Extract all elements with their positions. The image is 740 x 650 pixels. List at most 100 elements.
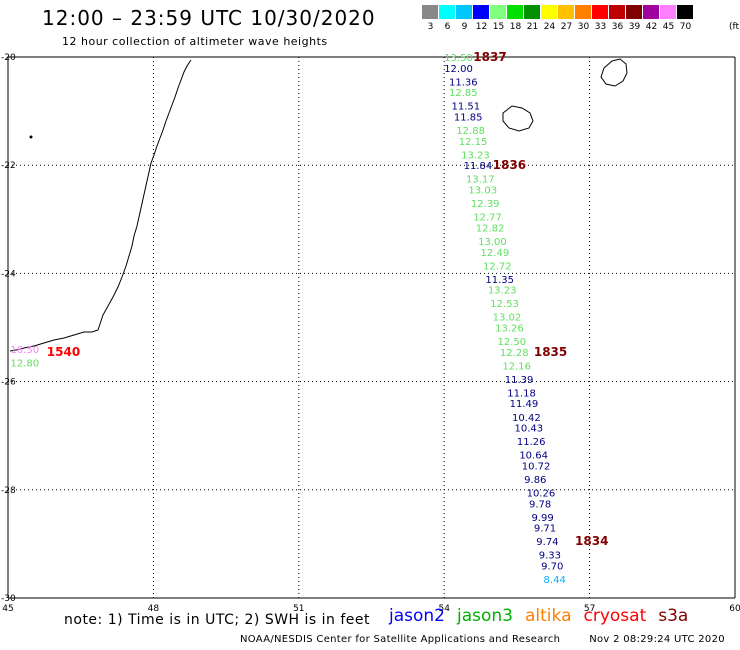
islet-marker [29,135,33,139]
map-title: 12:00 – 23:59 UTC 10/30/2020 [42,6,376,30]
color-scale-unit: (ft) [729,22,740,32]
scale-swatch [626,5,643,19]
time-tags: 1837 1836 1835 1834 1540 [47,50,609,548]
swh-value-label: 9.33 [539,551,561,562]
scale-swatch [558,5,575,19]
swh-value-label: 9.70 [541,562,563,573]
scale-cell: 3 [422,5,439,32]
swh-value-label: 10.64 [519,451,548,462]
lat-tick-label: -24 [1,269,16,279]
swh-value-label: 8.44 [544,575,566,586]
scale-value-label: 15 [492,22,505,32]
scale-cell: 6 [439,5,456,32]
madagascar-coastline [9,59,192,352]
pass-time-tag: 1540 [47,345,80,359]
scale-cell: 12 [473,5,490,32]
swh-value-label: 9.99 [531,513,553,524]
scale-cell: 33 [592,5,609,32]
scale-swatch [592,5,609,19]
lat-lon-grid [7,56,736,599]
lon-tick-label: 45 [2,604,13,614]
swh-value-label: 13.23 [461,150,490,161]
scale-value-label: 24 [543,22,556,32]
swh-value-label: 12.77 [473,213,502,224]
swh-value-label: 12.28 [500,348,529,359]
lat-tick-label: -20 [1,53,16,63]
swh-value-label: 12.50 [498,337,527,348]
scale-cell: 36 [609,5,626,32]
lon-tick-label: 60 [729,604,740,614]
swh-value-label: 16.50 [10,345,39,356]
swh-value-label: 11.85 [454,113,483,124]
coastlines [9,58,628,352]
scale-cell: 18 [507,5,524,32]
swh-value-label: 11.35 [485,275,514,286]
swh-value-label: 13.17 [466,175,495,186]
note-text: note: 1) Time is in UTC; 2) SWH is in fe… [64,612,371,628]
swh-value-label: 13.00 [478,237,507,248]
scale-swatch [609,5,626,19]
pass-time-tag: 1837 [473,50,506,64]
scale-swatch [660,5,677,19]
swh-value-label: 12.49 [481,248,510,259]
swh-value-label: 12.82 [476,223,505,234]
swh-value-label: 12.85 [449,88,478,99]
pass-time-tag: 1834 [575,534,608,548]
swh-value-label: 12.72 [483,261,512,272]
lon-tick-label: 57 [584,604,595,614]
scale-value-label: 70 [679,22,692,32]
scale-value-label: 33 [594,22,607,32]
scale-value-label: 42 [645,22,658,32]
scale-value-label: 30 [577,22,590,32]
scale-value-label: 18 [509,22,522,32]
scale-swatch [473,5,490,19]
pass-time-tag: 1836 [493,158,526,172]
scale-swatch [439,5,456,19]
legend-jason2: jason2 [389,606,445,626]
scale-value-label: 3 [427,22,434,32]
scale-cell: 27 [558,5,575,32]
lat-tick-label: -22 [1,161,16,171]
swh-value-label: 12.00 [444,64,473,75]
swh-value-label: 9.78 [529,499,551,510]
swh-value-label: 11.18 [507,388,536,399]
legend-jason3: jason3 [457,606,513,626]
scale-swatch [524,5,541,19]
pass-time-tag: 1835 [534,345,567,359]
scale-cell: 45 [660,5,677,32]
scale-swatch [422,5,439,19]
scale-value-label: 27 [560,22,573,32]
scale-swatch [643,5,660,19]
legend-s3a: s3a [658,606,689,626]
swh-value-label: 13.50 [444,53,473,64]
lon-tick-label: 48 [148,604,160,614]
swh-value-label: 11.49 [510,399,539,410]
credit-line: NOAA/NESDIS Center for Satellite Applica… [240,634,725,645]
lon-tick-label: 51 [293,604,304,614]
legend-cryosat: cryosat [583,606,647,626]
scale-value-label: 45 [662,22,675,32]
scale-cell: 21 [524,5,541,32]
swh-value-label: 11.84 [464,161,493,172]
credit-text: NOAA/NESDIS Center for Satellite Applica… [240,634,561,645]
scale-swatch [490,5,507,19]
scale-value-label: 39 [628,22,641,32]
scale-cell: 42 [643,5,660,32]
scale-value-label: 6 [444,22,451,32]
swh-value-label: 12.80 [10,359,39,370]
swh-value-label: 11.36 [449,77,478,88]
lon-tick-label: 54 [438,604,450,614]
scale-cell: 39 [626,5,643,32]
scale-cell: 9 [456,5,473,32]
legend-altika: altika [525,606,572,626]
swh-value-label: 12.88 [456,126,485,137]
scale-swatch [677,5,694,19]
timestamp: Nov 2 08:29:24 UTC 2020 [589,634,725,645]
swh-value-label: 10.42 [512,413,541,424]
lat-tick-label: -28 [1,486,16,496]
lat-tick-label: -30 [1,594,16,604]
swh-value-label: 12.53 [490,299,519,310]
scale-value-label: 21 [526,22,539,32]
